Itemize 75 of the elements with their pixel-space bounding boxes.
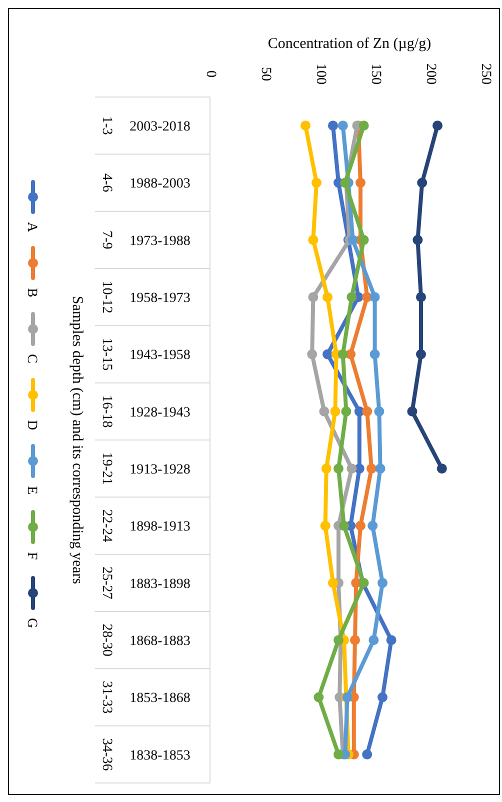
point xyxy=(358,234,369,245)
point xyxy=(416,349,426,360)
point xyxy=(432,120,442,131)
y-tick-label: 19-21 1913-1928 xyxy=(99,452,190,485)
y-axis-title: Samples depth (cm) and its corresponding years xyxy=(68,296,85,584)
legend-label: F xyxy=(24,552,40,560)
legend-label: C xyxy=(24,354,40,364)
point xyxy=(334,749,344,760)
point xyxy=(328,120,338,131)
point xyxy=(417,178,428,188)
point xyxy=(338,349,348,360)
legend-label: B xyxy=(24,288,40,298)
point xyxy=(314,692,324,702)
point xyxy=(320,520,330,531)
x-axis-title: Concentration of Zn (µg/g) xyxy=(268,36,432,52)
y-tick-label: 1-3 2003-2018 xyxy=(99,116,190,135)
point xyxy=(322,292,332,302)
point xyxy=(338,120,348,131)
x-tick-label: 0 xyxy=(203,70,218,78)
point xyxy=(328,578,338,588)
x-tick-label: 250 xyxy=(478,64,494,84)
y-tick-label: 31-33 1853-1868 xyxy=(99,680,190,714)
y-tick-label: 7-9 1973-1988 xyxy=(99,230,190,250)
point xyxy=(307,349,318,360)
point xyxy=(350,635,360,646)
point xyxy=(378,578,388,588)
point xyxy=(436,464,447,474)
x-tick-label: 150 xyxy=(368,64,384,84)
point xyxy=(412,234,423,245)
x-tick-label: 50 xyxy=(258,67,274,81)
x-tick-label: 100 xyxy=(313,64,328,84)
point xyxy=(321,464,332,474)
point xyxy=(334,635,344,646)
x-tick-label: 200 xyxy=(423,64,438,84)
y-tick-label: 13-15 1943-1958 xyxy=(99,338,190,371)
y-tick-label: 10-12 1958-1973 xyxy=(99,280,190,314)
y-tick-label: 34-36 1838-1853 xyxy=(99,738,190,771)
y-tick-label: 16-18 1928-1943 xyxy=(99,395,190,428)
legend-label: A xyxy=(24,222,40,233)
point xyxy=(308,292,318,302)
point xyxy=(300,120,310,131)
point xyxy=(368,520,378,531)
y-tick-label: 28-30 1868-1883 xyxy=(99,624,190,656)
point xyxy=(416,292,426,302)
point xyxy=(358,120,369,131)
point xyxy=(346,464,357,474)
legend-label: E xyxy=(24,486,40,495)
point xyxy=(374,406,384,416)
legend-label: G xyxy=(24,618,40,628)
point xyxy=(330,406,340,416)
point xyxy=(348,234,358,245)
point xyxy=(319,406,330,416)
point xyxy=(362,749,372,760)
y-tick-label: 22-24 1898-1913 xyxy=(99,509,190,542)
point xyxy=(339,520,349,531)
point xyxy=(346,292,357,302)
legend-label: D xyxy=(24,420,40,430)
point xyxy=(322,349,332,360)
point xyxy=(334,464,344,474)
point xyxy=(378,692,388,702)
point xyxy=(341,406,352,416)
point xyxy=(386,635,396,646)
point xyxy=(368,635,379,646)
point xyxy=(356,520,366,531)
point xyxy=(370,292,380,302)
point xyxy=(308,234,318,245)
point xyxy=(356,178,366,188)
point xyxy=(366,464,376,474)
y-tick-label: 25-27 1883-1898 xyxy=(99,566,190,600)
point xyxy=(362,406,372,416)
point xyxy=(370,349,380,360)
y-tick-label: 4-6 1988-2003 xyxy=(99,173,190,192)
point xyxy=(407,406,418,416)
point xyxy=(375,464,386,474)
point xyxy=(312,178,322,188)
